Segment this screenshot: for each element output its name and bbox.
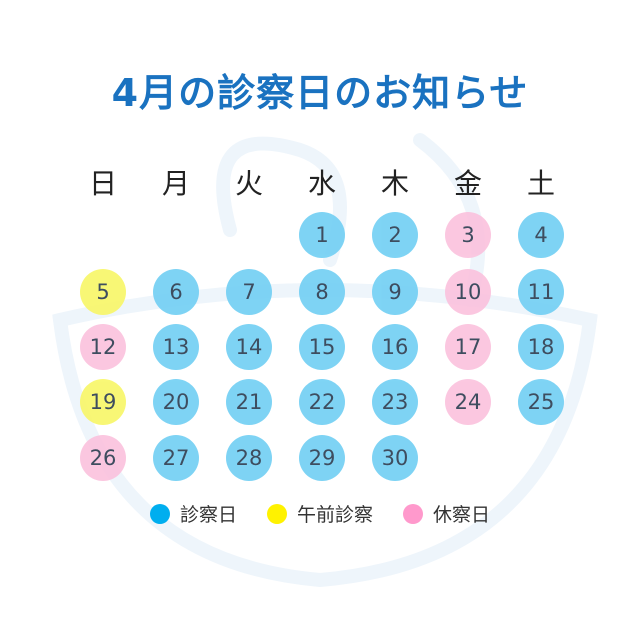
calendar-day-open: 9 bbox=[372, 269, 418, 315]
calendar-day-open: 8 bbox=[299, 269, 345, 315]
calendar-day-closed: 24 bbox=[445, 379, 491, 425]
calendar-day-open: 1 bbox=[299, 212, 345, 258]
legend-item-open: 診察日 bbox=[149, 500, 237, 527]
legend-label: 休察日 bbox=[433, 504, 491, 526]
calendar-day-closed: 17 bbox=[445, 324, 491, 370]
calendar-day-open: 13 bbox=[153, 324, 199, 370]
calendar-day-open: 15 bbox=[299, 324, 345, 370]
weekday-header: 土 bbox=[526, 167, 555, 200]
weekday-header: 日 bbox=[88, 167, 117, 200]
calendar-day-open: 14 bbox=[226, 324, 272, 370]
calendar-day-morning: 5 bbox=[80, 269, 126, 315]
page-title: 4月の診察日のお知らせ bbox=[111, 71, 529, 115]
legend: 診察日 午前診察 休察日 bbox=[0, 500, 640, 527]
calendar-day-open: 6 bbox=[153, 269, 199, 315]
morning-dot-icon bbox=[266, 503, 287, 524]
calendar-day-open: 20 bbox=[153, 379, 199, 425]
weekday-header: 金 bbox=[453, 167, 482, 200]
legend-label: 午前診察 bbox=[296, 504, 373, 526]
calendar-day-open: 18 bbox=[518, 324, 564, 370]
calendar-day-open: 22 bbox=[299, 379, 345, 425]
calendar-day-open: 23 bbox=[372, 379, 418, 425]
weekday-header: 水 bbox=[307, 167, 336, 200]
calendar-day-open: 29 bbox=[299, 435, 345, 481]
weekday-header: 木 bbox=[380, 167, 409, 200]
calendar-day-open: 16 bbox=[372, 324, 418, 370]
legend-item-closed: 休察日 bbox=[403, 500, 490, 527]
legend-label: 診察日 bbox=[179, 504, 237, 526]
calendar-day-closed: 12 bbox=[80, 324, 126, 370]
calendar-day-morning: 19 bbox=[80, 379, 126, 425]
open-dot-icon bbox=[149, 503, 170, 524]
weekday-header: 火 bbox=[234, 167, 263, 200]
calendar-day-open: 4 bbox=[518, 212, 564, 258]
calendar-day-closed: 3 bbox=[445, 212, 491, 258]
calendar-day-open: 11 bbox=[518, 269, 564, 315]
calendar-day-closed: 26 bbox=[80, 435, 126, 481]
calendar-day-open: 27 bbox=[153, 435, 199, 481]
calendar-day-open: 7 bbox=[226, 269, 272, 315]
closed-dot-icon bbox=[403, 503, 423, 524]
calendar-day-open: 25 bbox=[518, 379, 564, 425]
weekday-header: 月 bbox=[161, 167, 190, 200]
calendar-day-open: 2 bbox=[372, 212, 418, 258]
calendar-day-closed: 10 bbox=[445, 269, 491, 315]
calendar-day-open: 30 bbox=[372, 435, 418, 481]
legend-item-morning: 午前診察 bbox=[266, 500, 373, 527]
calendar-day-open: 28 bbox=[226, 435, 272, 481]
calendar-day-open: 21 bbox=[226, 379, 272, 425]
